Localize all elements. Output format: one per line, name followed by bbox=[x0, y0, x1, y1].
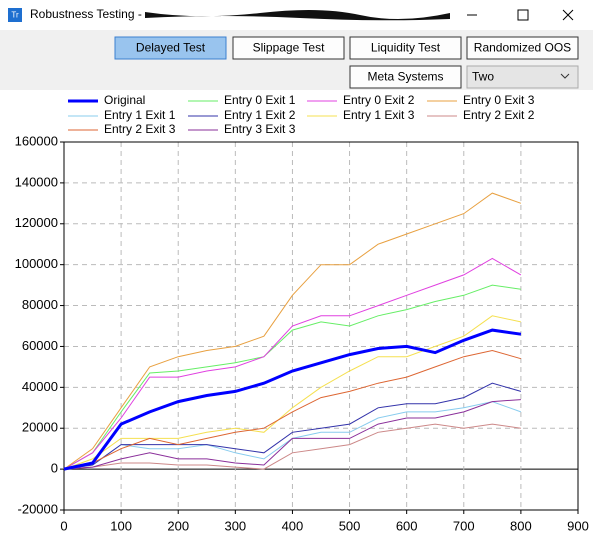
legend-label: Entry 3 Exit 3 bbox=[224, 122, 296, 136]
button-label: Randomized OOS bbox=[474, 41, 571, 55]
button-label: Liquidity Test bbox=[371, 41, 441, 55]
y-tick-label: 20000 bbox=[22, 420, 58, 435]
y-tick-label: 80000 bbox=[22, 297, 58, 312]
legend-label: Entry 0 Exit 3 bbox=[463, 93, 535, 107]
x-tick-label: 200 bbox=[167, 518, 189, 533]
legend-label: Entry 2 Exit 2 bbox=[463, 108, 535, 122]
x-tick-label: 300 bbox=[224, 518, 246, 533]
dropdown[interactable] bbox=[466, 65, 579, 89]
series-line bbox=[63, 192, 522, 470]
series-line bbox=[63, 423, 521, 470]
y-tick-label: 100000 bbox=[15, 256, 58, 271]
y-tick-label: 40000 bbox=[22, 379, 58, 394]
button[interactable] bbox=[232, 36, 345, 60]
button[interactable] bbox=[349, 36, 462, 60]
y-tick-label: 120000 bbox=[15, 215, 58, 230]
legend-label: Entry 1 Exit 2 bbox=[224, 108, 296, 122]
legend-label: Entry 1 Exit 3 bbox=[343, 108, 415, 122]
redaction bbox=[145, 9, 450, 21]
legend-label: Original bbox=[104, 93, 145, 107]
chart-bg bbox=[0, 90, 593, 538]
x-tick-label: 0 bbox=[60, 518, 67, 533]
series-line bbox=[63, 257, 522, 470]
x-tick-label: 800 bbox=[510, 518, 532, 533]
y-tick-label: 140000 bbox=[15, 174, 58, 189]
x-tick-label: 700 bbox=[453, 518, 475, 533]
y-tick-label: -20000 bbox=[18, 501, 58, 516]
x-tick-label: 500 bbox=[339, 518, 361, 533]
legend-label: Entry 2 Exit 3 bbox=[104, 122, 176, 136]
x-tick-label: 400 bbox=[282, 518, 304, 533]
button-label: Meta Systems bbox=[367, 70, 443, 84]
y-tick-label: 160000 bbox=[15, 133, 58, 148]
dropdown-arrow bbox=[560, 73, 570, 79]
button-label: Delayed Test bbox=[136, 41, 206, 55]
x-tick-label: 100 bbox=[110, 518, 132, 533]
legend-label: Entry 0 Exit 1 bbox=[224, 93, 296, 107]
series-line bbox=[63, 349, 522, 470]
y-tick-label: 60000 bbox=[22, 338, 58, 353]
series-line bbox=[63, 328, 522, 471]
button[interactable] bbox=[114, 36, 227, 60]
series-line bbox=[63, 382, 522, 470]
toolbar: Delayed Test Slippage Test Liquidity Test R… bbox=[114, 36, 579, 89]
app-icon-glyph: Tr bbox=[11, 11, 19, 20]
series-line bbox=[63, 284, 521, 470]
dropdown-value: Two bbox=[472, 70, 494, 84]
legend-label: Entry 1 Exit 1 bbox=[104, 108, 176, 122]
legend-label: Entry 0 Exit 2 bbox=[343, 93, 415, 107]
close[interactable] bbox=[562, 9, 574, 21]
chart: -200000200004000060000800001000001200001… bbox=[15, 93, 589, 533]
series-line bbox=[63, 315, 522, 470]
plot-frame bbox=[63, 141, 579, 511]
button[interactable] bbox=[349, 65, 462, 89]
maximize[interactable] bbox=[517, 9, 529, 21]
button-label: Slippage Test bbox=[253, 41, 325, 55]
x-tick-label: 600 bbox=[396, 518, 418, 533]
x-tick-label: 900 bbox=[567, 518, 589, 533]
series-line bbox=[63, 399, 521, 470]
y-tick-label: 0 bbox=[51, 461, 58, 476]
window-title: Robustness Testing - bbox=[30, 7, 142, 21]
app-icon bbox=[8, 8, 22, 22]
button[interactable] bbox=[466, 36, 579, 60]
